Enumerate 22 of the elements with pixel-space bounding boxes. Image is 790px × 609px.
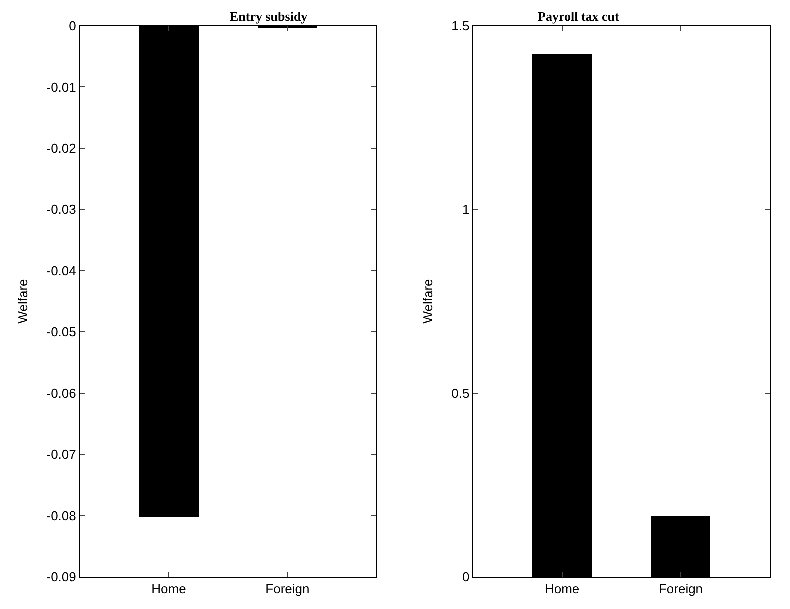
y-tick-label: -0.01	[46, 80, 76, 95]
y-tick-label: 0	[462, 570, 470, 585]
y-tick-label: -0.07	[46, 447, 76, 462]
y-tick-label: -0.09	[46, 570, 76, 585]
y-axis-title: Welfare	[420, 279, 436, 324]
y-tick-label: 0.5	[452, 386, 470, 401]
y-tick-label: -0.05	[46, 324, 76, 340]
y-tick-label: -0.08	[46, 508, 76, 524]
y-tick-label: -0.03	[46, 202, 76, 218]
y-tick-label: -0.04	[46, 263, 76, 278]
y-tick-label: 0	[69, 18, 76, 34]
x-tick-label: Home	[544, 582, 580, 597]
x-tick-label: Home	[152, 582, 186, 597]
chart-title: Entry subsidy	[230, 9, 308, 24]
x-tick-label: Foreign	[266, 582, 310, 597]
y-tick-label: -0.02	[46, 140, 76, 156]
x-tick-label: Foreign	[658, 582, 704, 597]
y-tick-label: 1.5	[452, 18, 470, 34]
y-axis-title: Welfare	[16, 279, 31, 324]
chart-title: Payroll tax cut	[538, 9, 620, 24]
y-tick-label: -0.06	[46, 386, 76, 401]
y-tick-label: 1	[462, 202, 470, 218]
